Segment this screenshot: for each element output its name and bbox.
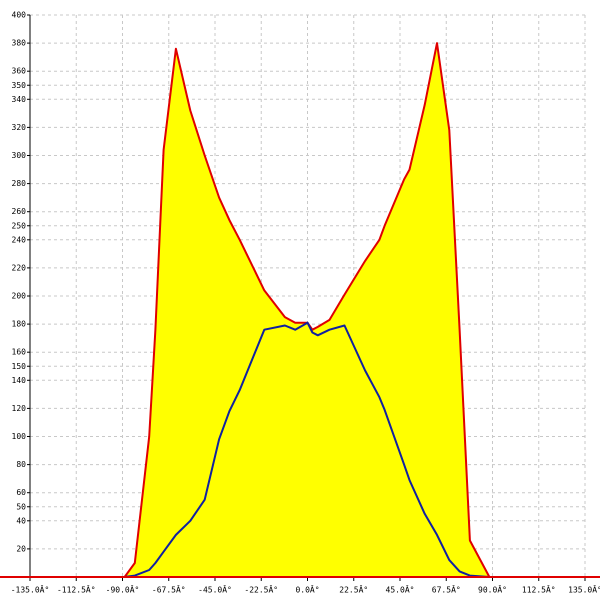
y-tick-label: 180 — [12, 320, 27, 329]
y-tick-label: 220 — [12, 263, 27, 272]
x-tick-label: -67.5Â° — [152, 584, 186, 595]
y-tick-label: 160 — [12, 348, 27, 357]
x-tick-label: 45.0Â° — [386, 584, 415, 595]
y-tick-label: 350 — [12, 81, 27, 90]
x-tick-label: -112.5Â° — [57, 584, 96, 595]
y-tick-label: 100 — [12, 432, 27, 441]
line — [124, 321, 490, 578]
y-tick-label: 300 — [12, 151, 27, 160]
y-tick-label: 40 — [16, 516, 26, 525]
y-tick-label: 120 — [12, 404, 27, 413]
x-tick-label: -135.0Â° — [11, 584, 50, 595]
x-tick-label: 67.5Â° — [432, 584, 461, 595]
y-tick-label: 250 — [12, 221, 27, 230]
y-tick-label: 340 — [12, 95, 27, 104]
y-tick-label: 240 — [12, 235, 27, 244]
x-tick-label: -22.5Â° — [244, 584, 278, 595]
x-tick-label: 22.5Â° — [339, 584, 368, 595]
x-tick-label: -90.0Â° — [106, 584, 140, 595]
y-tick-label: 400 — [12, 11, 27, 20]
y-tick-label: 320 — [12, 123, 27, 132]
y-tick-label: 200 — [12, 292, 27, 301]
y-tick-label: 260 — [12, 207, 27, 216]
y-tick-label: 150 — [12, 362, 27, 371]
x-tick-label: 112.5Â° — [522, 584, 556, 595]
x-tick-label: 90.0Â° — [478, 584, 507, 595]
y-tick-label: 140 — [12, 376, 27, 385]
y-tick-label: 80 — [16, 460, 26, 469]
y-tick-label: 380 — [12, 39, 27, 48]
y-tick-label: 360 — [12, 67, 27, 76]
x-tick-label: -45.0Â° — [198, 584, 232, 595]
x-tick-label: 0.0Â° — [295, 584, 319, 595]
y-tick-label: 60 — [16, 488, 26, 497]
x-tick-label: 135.0Â° — [568, 584, 600, 595]
y-tick-label: 20 — [16, 544, 26, 553]
y-tick-label: 280 — [12, 179, 27, 188]
y-tick-label: 50 — [16, 502, 26, 511]
area — [124, 43, 490, 578]
